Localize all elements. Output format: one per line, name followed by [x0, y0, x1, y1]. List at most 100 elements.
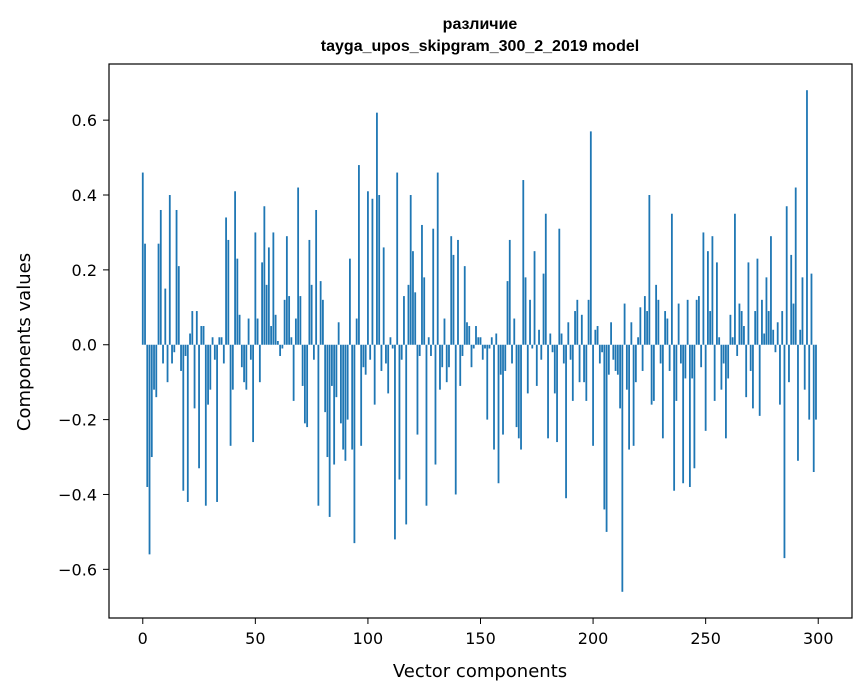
bar-296	[808, 344, 811, 420]
bar-135	[445, 344, 448, 383]
bar-127	[427, 337, 430, 345]
bar-154	[488, 344, 491, 349]
bar-255	[716, 262, 718, 345]
bar-86	[335, 344, 338, 398]
bar-275	[761, 299, 763, 345]
bar-146	[470, 344, 473, 368]
bar-33	[216, 344, 218, 502]
bar-183	[553, 344, 556, 394]
bar-264	[736, 344, 739, 356]
bar-251	[707, 251, 709, 345]
bar-207	[607, 344, 610, 375]
y-tick-label: 0.6	[72, 111, 97, 130]
bar-190	[569, 344, 572, 360]
bar-283	[779, 344, 781, 405]
chart-subtitle: tayga_upos_skipgram_300_2_2019 model	[321, 38, 639, 55]
bar-249	[702, 232, 705, 345]
bar-18	[182, 344, 185, 491]
bar-26	[200, 326, 203, 345]
bar-100	[367, 191, 369, 345]
bar-217	[630, 322, 633, 345]
bar-237	[675, 344, 678, 401]
bar-242	[686, 299, 689, 345]
bar-204	[601, 344, 603, 353]
bar-97	[360, 344, 363, 446]
bar-21	[189, 333, 191, 345]
y-axis-ticks: −0.6 −0.4 −0.2 0.0 0.2 0.4 0.6	[58, 111, 109, 579]
bar-30	[209, 344, 212, 390]
bar-259	[725, 344, 727, 439]
chart-title: различие	[443, 16, 518, 33]
bar-40	[231, 344, 234, 390]
bar-289	[792, 303, 795, 345]
bar-278	[767, 311, 770, 345]
bar-221	[639, 307, 642, 345]
bar-84	[330, 344, 333, 386]
bar-103	[373, 344, 376, 405]
bar-56	[267, 247, 270, 345]
bar-53	[261, 262, 264, 345]
bar-8	[159, 209, 162, 345]
bar-23	[193, 344, 196, 409]
bar-77	[315, 209, 318, 345]
bar-19	[184, 344, 187, 356]
bar-24	[195, 311, 198, 345]
bar-128	[430, 344, 432, 356]
bar-229	[657, 299, 660, 345]
bar-71	[301, 344, 304, 386]
bar-271	[752, 344, 754, 409]
bar-172	[529, 299, 531, 345]
bar-95	[355, 318, 358, 345]
y-tick-label: 0.4	[72, 186, 97, 205]
bar-295	[806, 90, 808, 345]
bar-173	[531, 344, 534, 349]
bar-291	[797, 344, 799, 461]
bar-114	[398, 344, 401, 480]
bar-280	[772, 329, 775, 345]
bar-272	[754, 311, 757, 345]
bar-250	[704, 344, 707, 431]
y-axis-label: Components values	[14, 253, 35, 431]
bar-109	[387, 344, 390, 394]
bar-29	[207, 344, 209, 405]
bar-267	[743, 326, 745, 345]
bar-74	[308, 239, 311, 345]
y-tick-label: −0.6	[58, 560, 97, 579]
bar-2	[146, 344, 149, 487]
bar-177	[540, 344, 543, 360]
bars-group	[141, 90, 817, 592]
bar-225	[648, 195, 651, 345]
x-tick-label: 0	[138, 629, 148, 648]
bar-284	[781, 311, 784, 345]
y-tick-label: −0.2	[58, 411, 97, 430]
bar-192	[574, 311, 576, 345]
bar-238	[677, 303, 680, 345]
bar-214	[623, 303, 626, 345]
bar-193	[576, 299, 579, 345]
bar-118	[407, 284, 410, 345]
bar-12	[168, 195, 171, 345]
bar-182	[551, 344, 554, 353]
bar-28	[204, 344, 207, 506]
bar-189	[567, 322, 570, 345]
bar-147	[472, 344, 475, 349]
bar-10	[164, 288, 167, 345]
bar-116	[403, 296, 405, 345]
bar-290	[794, 187, 797, 345]
bar-298	[812, 344, 815, 473]
bar-262	[731, 337, 734, 345]
bar-41	[234, 191, 236, 345]
bar-176	[538, 329, 540, 345]
bar-239	[679, 344, 682, 364]
bar-5	[153, 344, 155, 390]
bar-11	[166, 344, 169, 383]
bar-62	[281, 344, 284, 349]
bar-111	[391, 344, 394, 349]
bar-59	[274, 314, 277, 345]
bar-288	[790, 254, 793, 345]
bar-286	[785, 206, 788, 345]
bar-85	[333, 344, 336, 465]
bar-254	[713, 344, 716, 401]
bar-38	[227, 239, 230, 345]
